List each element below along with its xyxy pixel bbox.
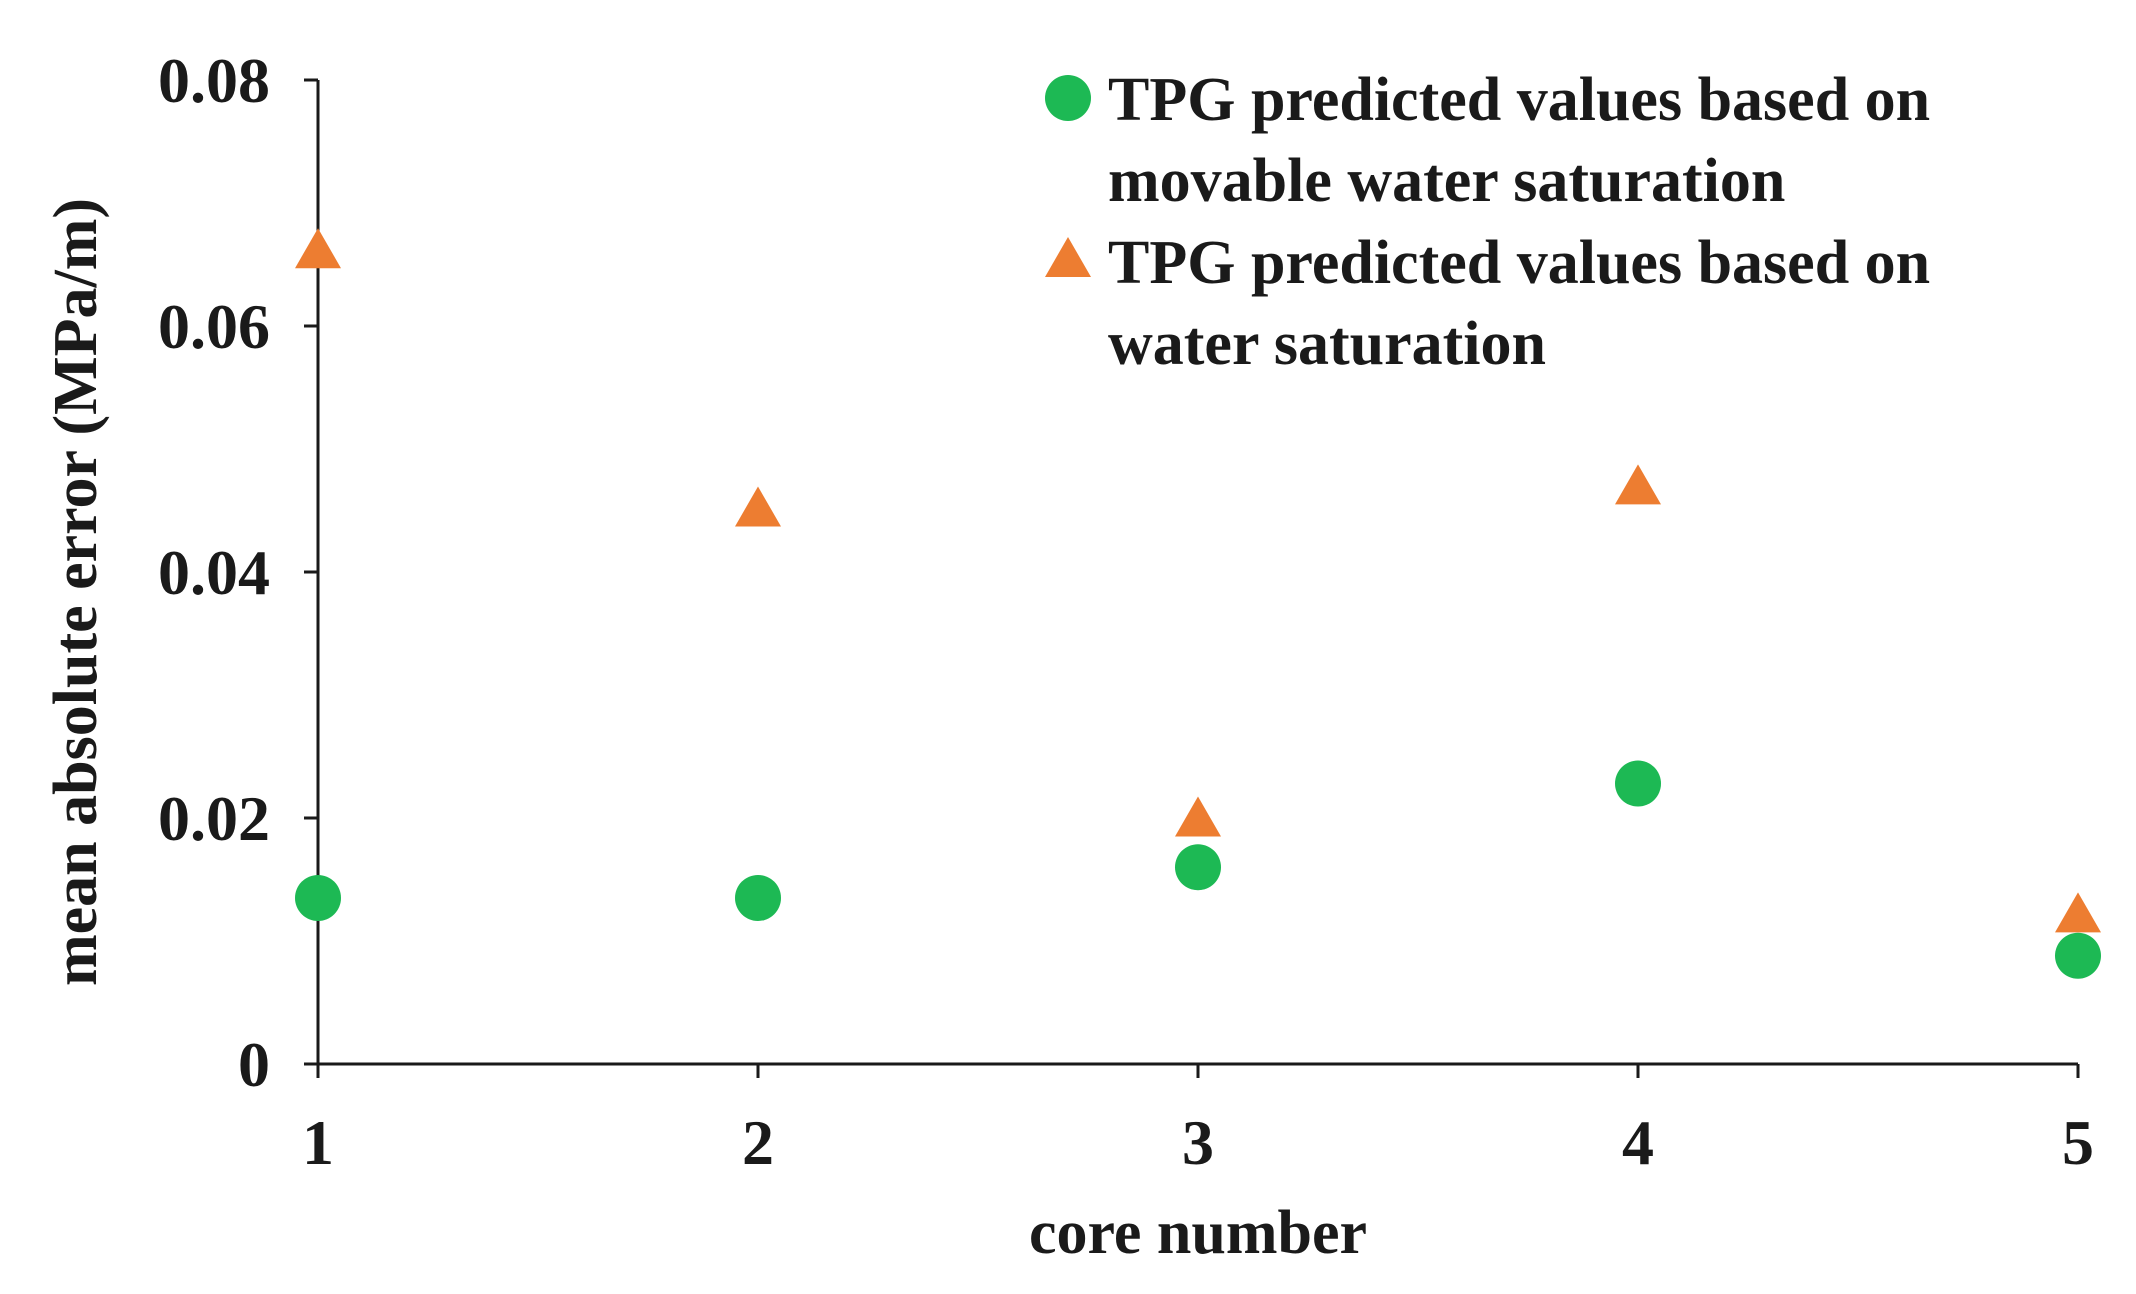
legend: TPG predicted values based on movable wat… [1045,66,1930,378]
x-tick-label: 5 [2062,1107,2094,1178]
legend-entry-label: movable water saturation [1108,147,1785,215]
movable-water-point [1615,760,1661,807]
water-saturation-point [1615,464,1661,505]
legend-circle-icon [1045,75,1091,121]
movable-water-point [295,874,341,921]
y-tick-label: 0.04 [158,537,270,608]
y-tick-label: 0.06 [158,291,270,362]
legend-entry-label: water saturation [1108,310,1546,378]
legend-entry-label: TPG predicted values based on [1108,66,1930,134]
axes [316,80,2078,1066]
x-tick-label: 4 [1622,1107,1654,1178]
movable-water-point [735,874,781,921]
ticks: 0 0.02 0.04 0.06 0.08 1 2 3 4 5 [158,45,2094,1178]
x-tick-label: 3 [1182,1107,1214,1178]
water-saturation-point [295,228,341,269]
movable-water-point [1175,844,1221,891]
y-axis-title: mean absolute error (MPa/m) [42,198,110,986]
water-saturation-point [1175,796,1221,837]
y-tick-label: 0.08 [158,45,270,116]
y-tick-label: 0 [238,1029,270,1100]
data-marks [295,228,2101,979]
movable-water-point [2055,932,2101,979]
x-tick-label: 1 [302,1107,334,1178]
y-tick-label: 0.02 [158,783,270,854]
x-tick-label: 2 [742,1107,774,1178]
water-saturation-point [2055,892,2101,933]
water-saturation-point [735,486,781,527]
legend-entry-label: TPG predicted values based on [1108,229,1930,297]
legend-triangle-icon [1045,237,1091,277]
x-axis-title: core number [1029,1199,1367,1267]
